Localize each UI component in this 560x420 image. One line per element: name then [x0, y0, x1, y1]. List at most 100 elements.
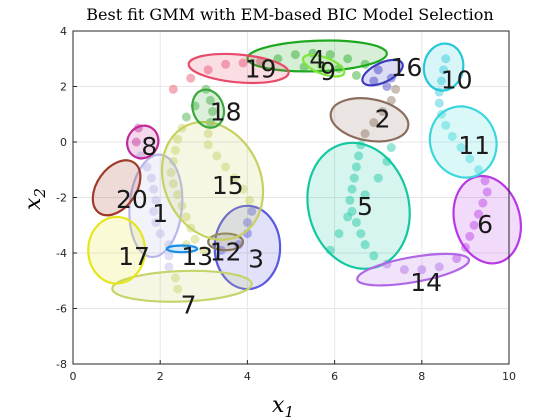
data-point — [351, 217, 361, 227]
data-point — [173, 190, 183, 200]
data-point — [168, 179, 178, 189]
data-point — [208, 106, 218, 116]
component-ellipse-10 — [422, 42, 465, 92]
data-point — [325, 50, 335, 60]
data-point — [345, 195, 355, 205]
data-point — [356, 229, 366, 239]
data-point — [142, 162, 152, 172]
component-ellipse-20 — [91, 159, 142, 217]
cluster-label-20: 20 — [116, 185, 148, 214]
data-point — [351, 162, 361, 172]
data-point — [452, 254, 462, 264]
data-point — [343, 212, 353, 222]
component-ellipse-9 — [301, 53, 346, 78]
cluster-label-11: 11 — [458, 131, 490, 160]
cluster-label-10: 10 — [441, 66, 473, 95]
data-point — [317, 61, 327, 71]
data-point — [399, 265, 409, 275]
data-point — [386, 143, 396, 153]
data-point — [131, 137, 141, 147]
chart-title: Best fit GMM with EM-based BIC Model Sel… — [86, 5, 493, 24]
component-ellipse-18 — [191, 88, 226, 129]
data-point — [473, 165, 483, 175]
data-point — [360, 240, 370, 250]
axis-ticks: 0 2 4 6 8 10 -8 -6 -4 -2 0 2 4 — [56, 25, 516, 383]
data-point — [170, 273, 180, 283]
x-tick-label: 0 — [70, 370, 77, 383]
data-point — [360, 129, 370, 139]
cluster-label-8: 8 — [141, 132, 157, 161]
component-ellipse-14 — [356, 252, 471, 287]
data-point — [347, 206, 357, 216]
data-point — [482, 187, 492, 197]
data-point — [369, 251, 379, 261]
cluster-label-16: 16 — [391, 53, 423, 82]
data-point — [465, 154, 475, 164]
data-point — [351, 70, 361, 80]
data-point — [164, 262, 174, 272]
data-point — [238, 184, 248, 194]
y-tick-label: 2 — [60, 81, 67, 94]
component-ellipse-15 — [160, 120, 265, 241]
x-tick-label: 6 — [331, 370, 338, 383]
data-point — [434, 98, 444, 108]
data-point — [456, 143, 466, 153]
x-tick-label: 2 — [157, 370, 164, 383]
data-point — [190, 234, 200, 244]
component-ellipse-17 — [87, 215, 147, 285]
data-point — [238, 58, 248, 68]
data-point — [205, 95, 215, 105]
data-point — [181, 212, 191, 222]
x-tick-label: 4 — [244, 370, 251, 383]
data-point — [221, 59, 231, 69]
data-point — [168, 84, 178, 94]
y-axis-label-main: x — [21, 197, 46, 210]
data-point — [382, 82, 392, 91]
y-tick-label: 0 — [60, 136, 67, 149]
data-point — [149, 206, 159, 216]
data-point — [434, 262, 444, 272]
cluster-label-17: 17 — [118, 242, 150, 271]
data-point — [441, 54, 451, 64]
data-point — [199, 245, 209, 255]
component-ellipse-2 — [329, 97, 410, 143]
data-point — [386, 95, 396, 105]
data-point — [290, 50, 300, 60]
x-tick-label: 10 — [502, 370, 516, 383]
data-point — [203, 129, 213, 139]
component-ellipse-19 — [187, 52, 290, 85]
data-point — [417, 265, 427, 275]
data-point — [151, 195, 161, 205]
data-point — [164, 251, 174, 261]
component-ellipse-13 — [165, 244, 199, 254]
data-point — [149, 184, 159, 194]
cluster-label-1: 1 — [152, 199, 168, 228]
data-point — [473, 209, 483, 219]
data-point — [173, 134, 183, 144]
data-point — [203, 65, 213, 75]
data-point — [245, 195, 255, 205]
data-point — [469, 220, 479, 230]
component-ellipse-7 — [111, 269, 253, 303]
data-point — [186, 73, 196, 83]
data-point — [334, 229, 344, 239]
x-tick-label: 8 — [418, 370, 425, 383]
data-point — [391, 84, 401, 94]
data-point — [349, 173, 359, 183]
data-point — [151, 217, 161, 227]
data-point — [441, 120, 451, 130]
data-point — [203, 140, 213, 150]
data-point — [447, 131, 457, 141]
data-point — [439, 65, 449, 75]
cluster-label-13: 13 — [181, 242, 213, 271]
data-point — [436, 76, 446, 86]
data-point — [166, 168, 176, 178]
data-point — [369, 76, 379, 86]
cluster-label-2: 2 — [375, 104, 391, 133]
data-point — [369, 118, 379, 128]
data-point — [343, 54, 353, 64]
data-point — [181, 112, 191, 122]
y-tick-label: -2 — [56, 192, 67, 205]
data-point — [360, 190, 370, 200]
cluster-label-6: 6 — [477, 210, 493, 239]
